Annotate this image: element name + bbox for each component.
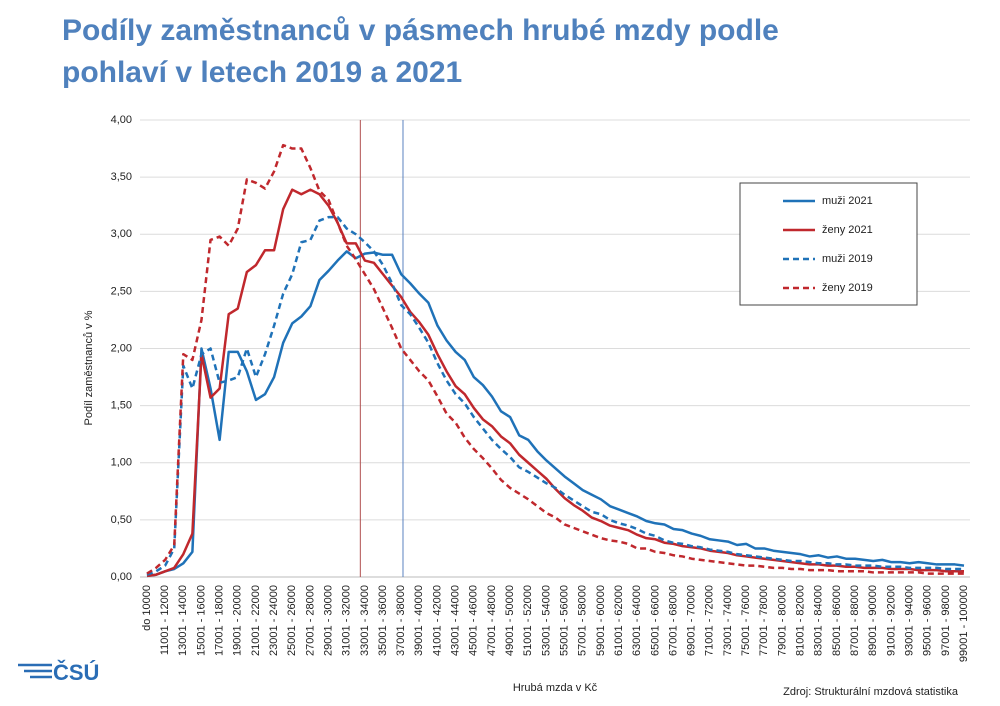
y-tick-label: 2,00 <box>111 342 132 354</box>
legend-label: ženy 2019 <box>822 282 873 294</box>
y-tick-label: 1,50 <box>111 400 132 412</box>
x-tick-label: 77001 - 78000 <box>758 585 770 656</box>
series-line <box>146 215 964 576</box>
x-tick-label: 23001 - 24000 <box>268 585 280 656</box>
x-tick-label: 75001 - 76000 <box>740 585 752 656</box>
y-tick-label: 3,00 <box>111 228 132 240</box>
x-tick-label: 49001 - 50000 <box>504 585 516 656</box>
x-tick-label: 53001 - 54000 <box>540 585 552 656</box>
x-tick-label: 57001 - 58000 <box>577 585 589 656</box>
x-tick-label: 13001 - 14000 <box>177 585 189 656</box>
x-tick-label: 61001 - 62000 <box>613 585 625 656</box>
x-tick-label: 73001 - 74000 <box>722 585 734 656</box>
x-tick-label: 95001 - 96000 <box>922 585 934 656</box>
x-tick-label: 33001 - 34000 <box>359 585 371 656</box>
x-tick-label: 99001 - 100000 <box>958 585 970 662</box>
x-tick-label: 43001 - 44000 <box>450 585 462 656</box>
x-axis-label: Hrubá mzda v Kč <box>513 682 598 694</box>
x-tick-label: 45001 - 46000 <box>468 585 480 656</box>
legend-label: muži 2019 <box>822 253 873 265</box>
y-tick-label: 0,50 <box>111 514 132 526</box>
source: Zdroj: Strukturální mzdová statistika <box>783 686 959 698</box>
x-tick-label: 27001 - 28000 <box>304 585 316 656</box>
x-tick-label: 51001 - 52000 <box>522 585 534 656</box>
y-axis-label: Podíl zaměstnanců v % <box>83 310 95 425</box>
x-tick-label: do 10000 <box>141 585 153 631</box>
chart-title: Podíly zaměstnanců v pásmech hrubé mzdy … <box>62 14 779 47</box>
x-tick-label: 11001 - 12000 <box>159 585 171 655</box>
legend-box <box>739 182 918 306</box>
x-tick-label: 69001 - 70000 <box>686 585 698 656</box>
y-tick-label: 3,50 <box>111 171 132 183</box>
x-tick-label: 81001 - 82000 <box>795 585 807 656</box>
x-tick-label: 21001 - 22000 <box>250 585 262 656</box>
x-tick-label: 31001 - 32000 <box>341 585 353 656</box>
x-tick-label: 97001 - 98000 <box>940 585 952 656</box>
y-tick-label: 1,00 <box>111 457 132 469</box>
logo-text: ČSÚ <box>53 660 99 685</box>
x-tick-label: 79001 - 80000 <box>776 585 788 656</box>
x-tick-label: 35001 - 36000 <box>377 585 389 656</box>
x-tick-label: 41001 - 42000 <box>431 585 443 656</box>
y-tick-label: 2,50 <box>111 285 132 297</box>
chart-title: pohlaví v letech 2019 a 2021 <box>62 56 462 89</box>
x-tick-label: 25001 - 26000 <box>286 585 298 656</box>
x-tick-label: 37001 - 38000 <box>395 585 407 656</box>
x-tick-label: 85001 - 86000 <box>831 585 843 656</box>
x-tick-label: 87001 - 88000 <box>849 585 861 656</box>
x-tick-label: 17001 - 18000 <box>214 585 226 656</box>
x-tick-label: 93001 - 94000 <box>903 585 915 656</box>
x-tick-label: 83001 - 84000 <box>813 585 825 656</box>
x-tick-label: 39001 - 40000 <box>413 585 425 656</box>
logo: ČSÚ <box>18 660 99 685</box>
y-tick-label: 4,00 <box>111 114 132 126</box>
x-tick-label: 91001 - 92000 <box>885 585 897 656</box>
x-tick-label: 63001 - 64000 <box>631 585 643 656</box>
y-tick-label: 0,00 <box>111 571 132 583</box>
series-line <box>146 143 964 575</box>
x-tick-label: 47001 - 48000 <box>486 585 498 656</box>
x-tick-label: 71001 - 72000 <box>704 585 716 656</box>
legend-label: ženy 2021 <box>822 224 873 236</box>
x-tick-label: 65001 - 66000 <box>649 585 661 656</box>
x-tick-label: 59001 - 60000 <box>595 585 607 656</box>
x-tick-label: 55001 - 56000 <box>558 585 570 656</box>
legend-label: muži 2021 <box>822 195 873 207</box>
x-tick-label: 29001 - 30000 <box>322 585 334 656</box>
series-line <box>146 250 965 578</box>
x-tick-label: 15001 - 16000 <box>195 585 207 656</box>
x-tick-label: 67001 - 68000 <box>667 585 679 656</box>
x-tick-label: 19001 - 20000 <box>232 585 244 656</box>
x-tick-label: 89001 - 90000 <box>867 585 879 656</box>
